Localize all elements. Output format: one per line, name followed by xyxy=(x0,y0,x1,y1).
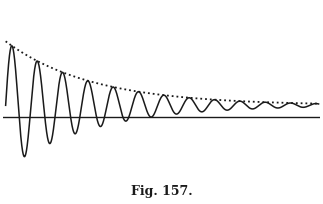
Text: Fig. 157.: Fig. 157. xyxy=(131,185,192,198)
